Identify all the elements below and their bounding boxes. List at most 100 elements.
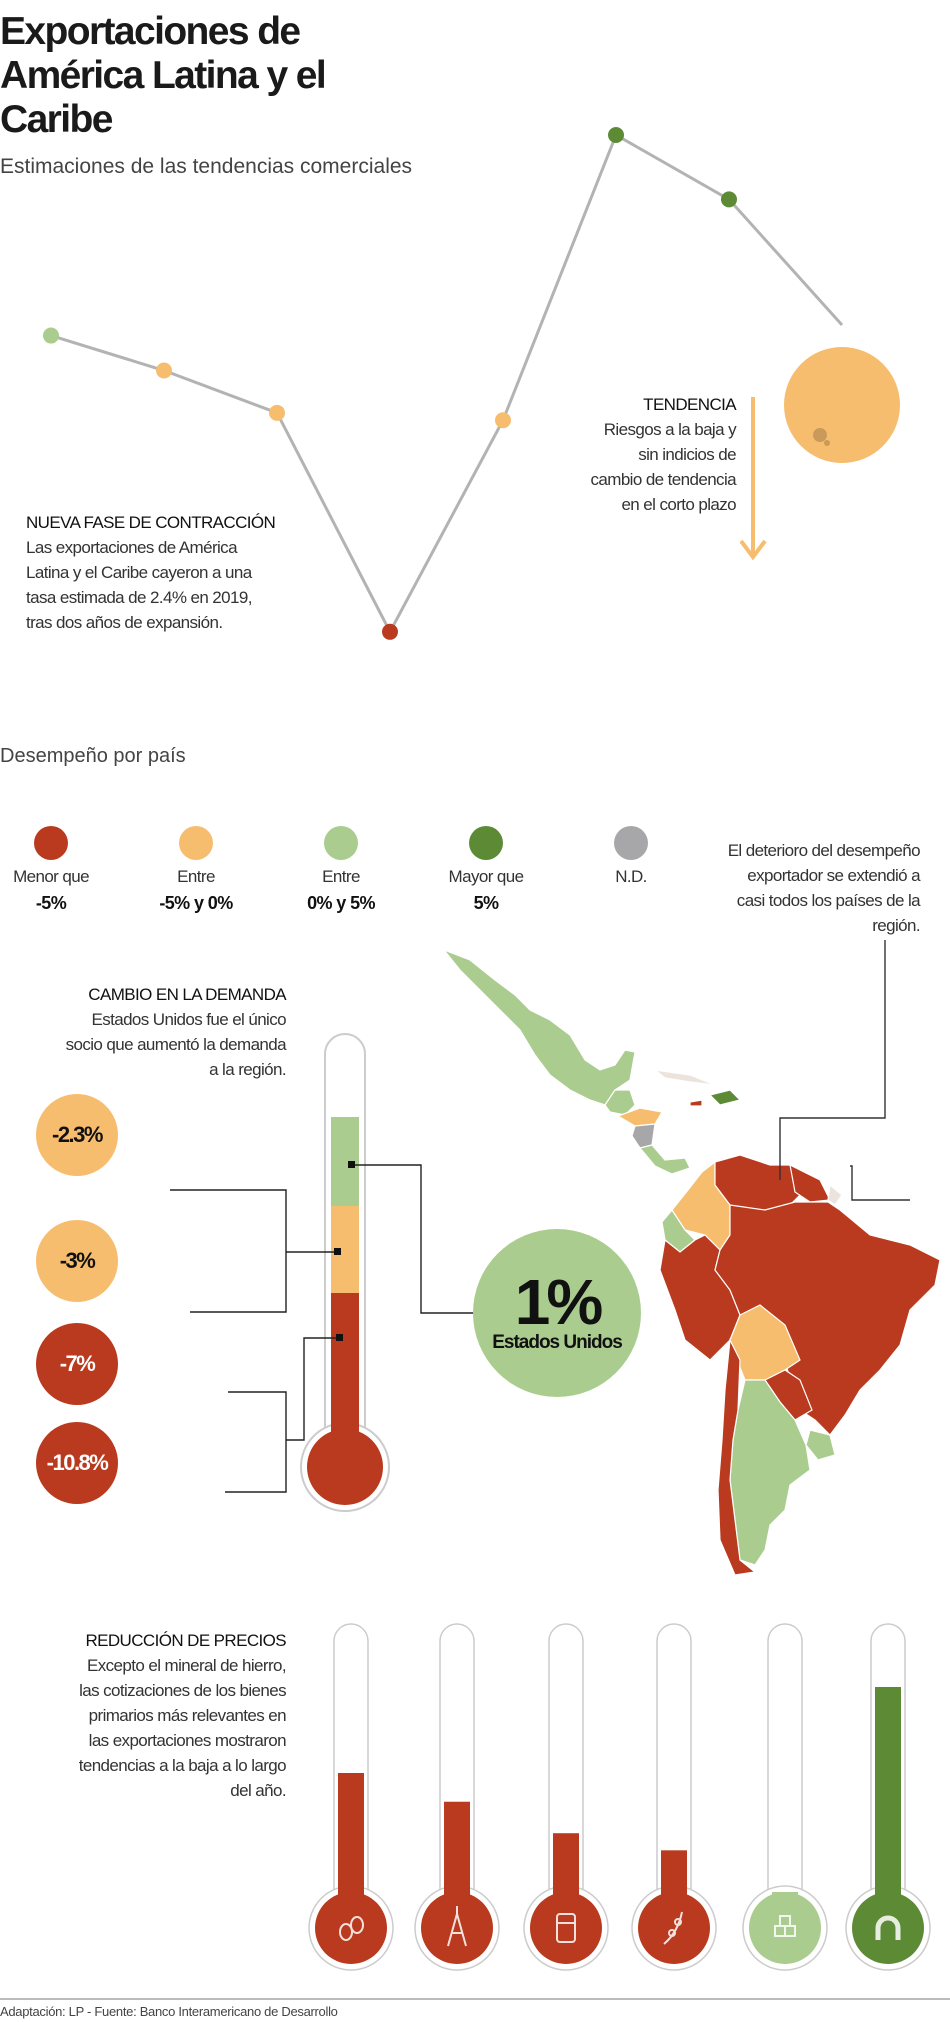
map-brazil: [714, 1201, 941, 1436]
map-guyanas: [789, 1163, 831, 1203]
thermometer-bulb: [852, 1892, 924, 1964]
china-connector: [170, 1189, 287, 1313]
map-note-line: exportador se extendió a: [747, 866, 920, 885]
map-chile: [717, 1337, 757, 1576]
eu-bracket-connector: [286, 1337, 340, 1441]
map-note-line: región.: [872, 916, 920, 935]
demand-bubble: -10.8%: [36, 1422, 118, 1504]
legend-swatch: [34, 826, 68, 860]
demand-bubble: -3%: [36, 1220, 118, 1302]
source-credit: Adaptación: LP - Fuente: Banco Interamer…: [0, 2004, 338, 2019]
prices-line: del año.: [230, 1781, 286, 1800]
soybean-icon: [663, 1911, 683, 1945]
data-point: [495, 412, 511, 429]
sugar-cubes-icon: [774, 1915, 796, 1937]
trend-heading: TENDENCIA: [643, 395, 736, 414]
map-note-line: casi todos los países de la: [736, 891, 921, 910]
demand-heading: CAMBIO EN LA DEMANDA: [88, 985, 286, 1004]
prices-heading: REDUCCIÓN DE PRECIOS: [85, 1631, 286, 1650]
demand-bubble: -2.3%: [36, 1094, 118, 1176]
bubble-decoration: [813, 428, 827, 442]
map-note: El deterioro del desempeño exportador se…: [660, 838, 921, 938]
footer-divider: [0, 1998, 950, 2000]
thermometer-bulb: [638, 1892, 710, 1964]
thermometer-tube: [767, 1623, 803, 1929]
map-honduras: [616, 1107, 663, 1127]
legend-label: Mayor que: [448, 867, 525, 886]
demand-bubble: -7%: [36, 1323, 118, 1405]
trend-note: TENDENCIA Riesgos a la baja y sin indici…: [506, 392, 737, 517]
legend-label: Menor que: [13, 867, 89, 886]
us-demand-value: 1%: [514, 1266, 603, 1338]
map-caribbean: [708, 1089, 742, 1106]
legend-label: Entre: [177, 867, 215, 886]
legend-range: -5%: [35, 893, 67, 913]
prices-line: las cotizaciones de los bienes: [79, 1681, 287, 1700]
copper-coil-icon: [556, 1913, 576, 1943]
data-point: [721, 191, 737, 208]
legend-swatch: [469, 826, 503, 860]
map-haiti: [689, 1099, 703, 1107]
trend-line: en el corto plazo: [621, 495, 736, 514]
trend-line: Riesgos a la baja y: [603, 420, 737, 439]
point-2019-bubble: [784, 347, 900, 463]
data-point: [608, 127, 624, 143]
trend-segment: [388, 419, 505, 633]
map-mexico: [442, 948, 636, 1106]
price-bar: [875, 1687, 901, 1928]
legend-swatch: [179, 826, 213, 860]
map-note-connector: [850, 1165, 910, 1201]
contraction-line: tasa estimada de 2.4% en 2019,: [26, 588, 252, 607]
demand-line: socio que aumentó la demanda: [65, 1035, 287, 1054]
map-costa-rica-panama: [638, 1144, 691, 1175]
demand-line: Estados Unidos fue el único: [91, 1010, 286, 1029]
data-point: [43, 327, 59, 344]
trend-line: sin indicios de: [638, 445, 736, 464]
legend-range: -5% y 0%: [159, 893, 233, 913]
page-title: Exportaciones de América Latina y el Car…: [0, 10, 327, 141]
prices-line: primarios más relevantes en: [88, 1706, 287, 1725]
legend-label: Entre: [322, 867, 360, 886]
thermometer-bulb: [421, 1892, 493, 1964]
contraction-line: Las exportaciones de América: [26, 538, 238, 557]
data-point: [156, 362, 172, 379]
legend-range: 0% y 5%: [307, 893, 375, 913]
map-note-line: El deterioro del desempeño: [727, 841, 921, 860]
contraction-note: NUEVA FASE DE CONTRACCIÓN Las exportacio…: [26, 510, 326, 635]
prices-line: las exportaciones mostraron: [88, 1731, 287, 1750]
eu-connector: [225, 1391, 287, 1493]
demand-bulb: [307, 1429, 383, 1505]
map-cuba: [652, 1069, 716, 1086]
prices-line: Excepto el mineral de hierro,: [87, 1656, 287, 1675]
legend-item: Entre 0% y 5%: [307, 864, 375, 916]
trend-segment: [501, 134, 618, 421]
us-demand-label: Estados Unidos: [492, 1332, 623, 1353]
map-french-guiana: [827, 1183, 843, 1206]
magnet-icon: [875, 1915, 901, 1940]
legend-item: Entre -5% y 0%: [159, 864, 233, 916]
contraction-line: tras dos años de expansión.: [26, 613, 223, 632]
demand-thermometer: [170, 1033, 476, 1512]
us-demand-bubble: 1% Estados Unidos: [473, 1229, 641, 1397]
demand-line: a la región.: [209, 1060, 287, 1079]
demand-note: CAMBIO EN LA DEMANDA Estados Unidos fue …: [0, 982, 287, 1082]
prices-thermometers: [308, 1623, 931, 1971]
prices-line: tendencias a la baja a lo largo: [78, 1756, 287, 1775]
prices-note: REDUCCIÓN DE PRECIOS Excepto el mineral …: [0, 1628, 287, 1803]
thermometer-bulb: [530, 1892, 602, 1964]
trend-segment: [163, 369, 278, 415]
oil-rig-icon: [447, 1906, 467, 1947]
legend-item: Mayor que 5%: [448, 864, 525, 916]
bubble-decoration: [824, 440, 830, 446]
map-central-america: [604, 1089, 636, 1116]
country-section-title: Desempeño por país: [0, 745, 186, 767]
contraction-line: Latina y el Caribe cayeron a una: [26, 563, 252, 582]
legend-range: 5%: [473, 893, 499, 913]
legend-item: N.D.: [615, 864, 647, 890]
data-point: [382, 623, 398, 640]
trend-segment: [50, 334, 165, 372]
legend-label: N.D.: [615, 867, 647, 886]
demand-segment-eu: [331, 1293, 359, 1453]
trend-segment: [275, 412, 392, 633]
map-note-leader: [779, 940, 886, 1180]
